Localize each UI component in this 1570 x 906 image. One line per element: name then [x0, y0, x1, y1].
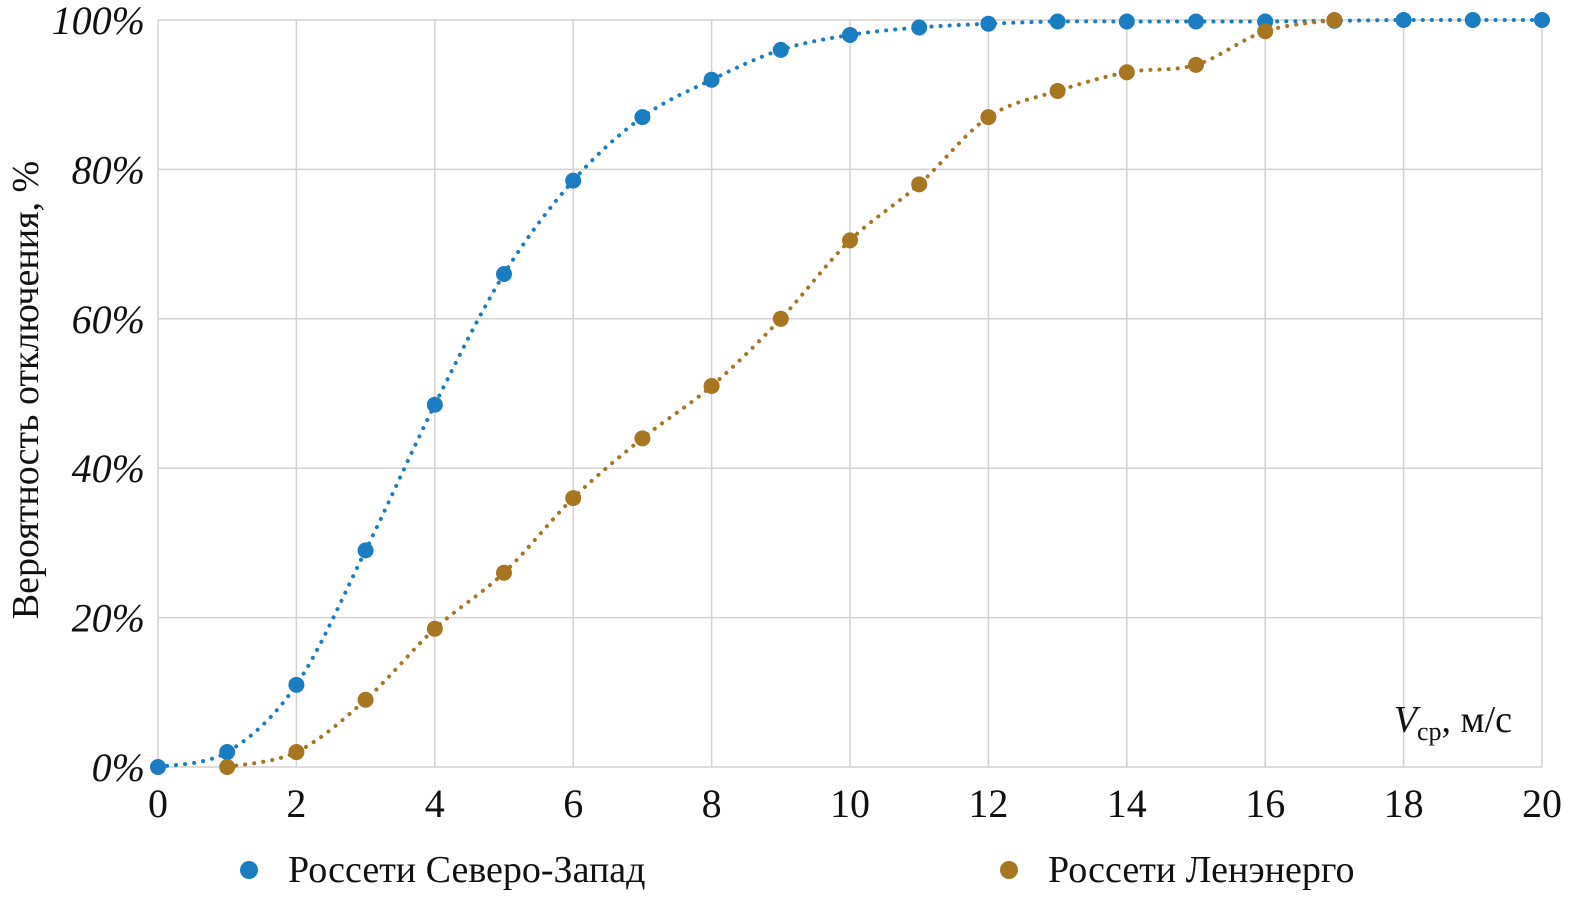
x-tick-labels: 0 2 4 6 8 10 12 14 16 18 20: [148, 781, 1562, 826]
data-point-series-1: [150, 759, 166, 775]
data-point-series-2: [1188, 56, 1204, 73]
data-point-series-2: [1326, 12, 1343, 28]
data-points: [150, 12, 1550, 775]
data-point-series-1: [1534, 12, 1550, 28]
data-point-series-2: [1118, 64, 1135, 81]
y-tick-labels: 0% 20% 40% 60% 80% 100%: [52, 0, 145, 790]
data-point-series-1: [1464, 12, 1481, 28]
data-point-series-1: [1118, 13, 1135, 30]
x-axis-title: Vср, м/с: [1394, 699, 1512, 746]
data-point-series-1: [634, 109, 651, 126]
data-point-series-1: [842, 26, 858, 43]
x-tick-label: 18: [1384, 781, 1424, 826]
x-tick-label: 0: [148, 781, 168, 826]
x-tick-label: 12: [968, 781, 1008, 826]
data-point-series-2: [565, 490, 582, 507]
data-point-series-2: [357, 691, 374, 708]
data-point-series-1: [357, 542, 374, 559]
data-point-series-1: [565, 172, 582, 189]
y-tick-label: 0%: [92, 745, 145, 790]
x-tick-label: 10: [830, 781, 870, 826]
x-tick-label: 20: [1522, 781, 1562, 826]
data-point-series-2: [1049, 82, 1066, 99]
data-point-series-2: [288, 744, 305, 761]
y-tick-label: 80%: [72, 147, 145, 192]
data-point-series-2: [219, 759, 236, 775]
data-point-series-1: [1188, 13, 1204, 30]
data-point-series-2: [634, 430, 651, 447]
legend-item-series-2: Россети Ленэнерго: [1000, 848, 1355, 892]
data-point-series-1: [1395, 12, 1412, 28]
data-point-series-2: [426, 620, 443, 637]
legend-marker-series-2: [1000, 861, 1018, 879]
x-tick-label: 6: [563, 781, 583, 826]
x-tick-label: 8: [702, 781, 722, 826]
data-point-series-1: [772, 41, 789, 58]
data-point-series-2: [911, 176, 928, 193]
data-point-series-1: [426, 396, 443, 413]
data-point-series-1: [911, 19, 928, 36]
data-point-series-2: [842, 232, 858, 249]
x-tick-label: 2: [286, 781, 306, 826]
y-tick-label: 20%: [72, 596, 145, 641]
data-point-series-2: [980, 109, 997, 126]
y-axis-title: Вероятность отключения, %: [5, 161, 47, 619]
x-tick-label: 16: [1245, 781, 1285, 826]
legend-label-series-1: Россети Северо-Запад: [288, 849, 646, 891]
data-point-series-1: [980, 15, 997, 32]
data-point-series-1: [496, 265, 512, 282]
data-point-series-1: [288, 676, 305, 693]
data-point-series-1: [219, 744, 236, 761]
legend-marker-series-1: [240, 861, 258, 879]
trendline-series-1: [156, 17, 1544, 769]
trendline-series-2: [225, 18, 1337, 769]
y-tick-label: 100%: [52, 0, 145, 43]
y-tick-label: 60%: [72, 297, 145, 342]
data-point-series-2: [1257, 23, 1274, 40]
x-tick-label: 4: [425, 781, 445, 826]
legend-item-series-1: Россети Северо-Запад: [240, 848, 646, 892]
y-tick-label: 40%: [72, 446, 145, 491]
legend-label-series-2: Россети Ленэнерго: [1048, 849, 1355, 891]
data-point-series-1: [1049, 13, 1066, 30]
data-point-series-2: [496, 564, 512, 581]
data-point-series-1: [703, 71, 720, 88]
data-point-series-2: [703, 378, 720, 395]
grid-lines: [157, 19, 1543, 768]
data-point-series-2: [772, 310, 789, 327]
x-tick-label: 14: [1107, 781, 1147, 826]
